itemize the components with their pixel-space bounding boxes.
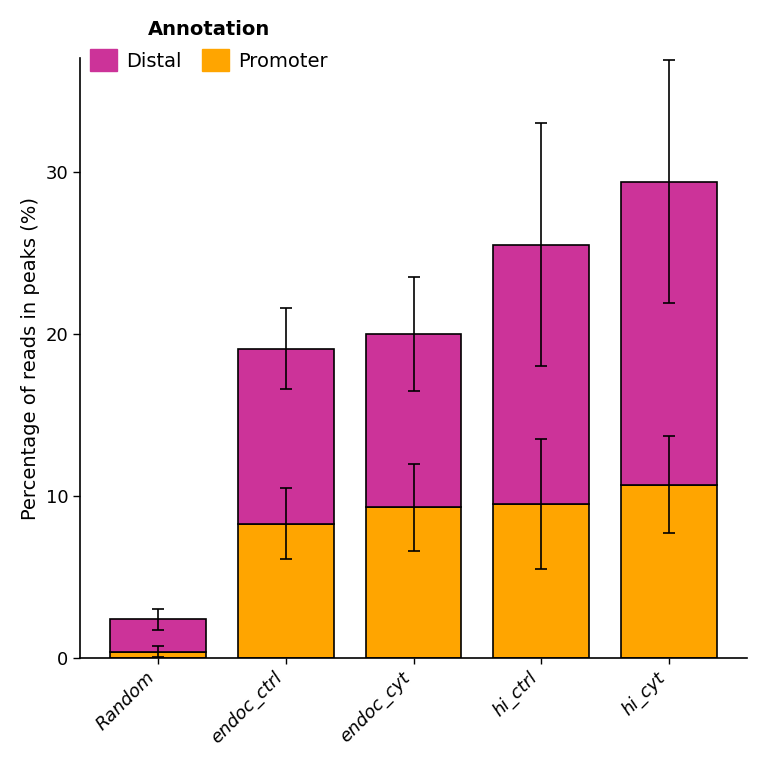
Bar bbox=[111, 619, 206, 651]
Bar bbox=[111, 651, 206, 658]
Bar bbox=[493, 245, 589, 504]
Bar bbox=[366, 334, 462, 508]
Bar bbox=[493, 504, 589, 658]
Legend: Distal, Promoter: Distal, Promoter bbox=[90, 20, 328, 71]
Bar bbox=[238, 524, 334, 658]
Bar bbox=[366, 508, 462, 658]
Y-axis label: Percentage of reads in peaks (%): Percentage of reads in peaks (%) bbox=[21, 197, 40, 520]
Bar bbox=[621, 485, 717, 658]
Bar bbox=[621, 181, 717, 485]
Bar bbox=[238, 349, 334, 524]
